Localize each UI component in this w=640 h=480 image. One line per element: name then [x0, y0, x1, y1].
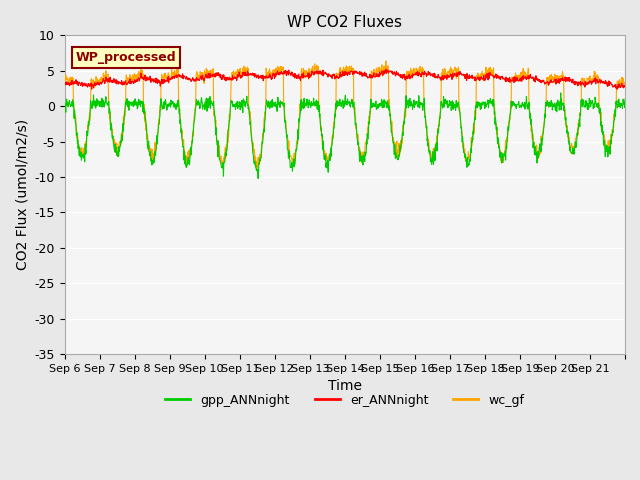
X-axis label: Time: Time — [328, 379, 362, 394]
Legend: gpp_ANNnight, er_ANNnight, wc_gf: gpp_ANNnight, er_ANNnight, wc_gf — [161, 389, 529, 412]
Title: WP CO2 Fluxes: WP CO2 Fluxes — [287, 15, 403, 30]
Text: WP_processed: WP_processed — [76, 51, 177, 64]
Y-axis label: CO2 Flux (umol/m2/s): CO2 Flux (umol/m2/s) — [15, 119, 29, 270]
